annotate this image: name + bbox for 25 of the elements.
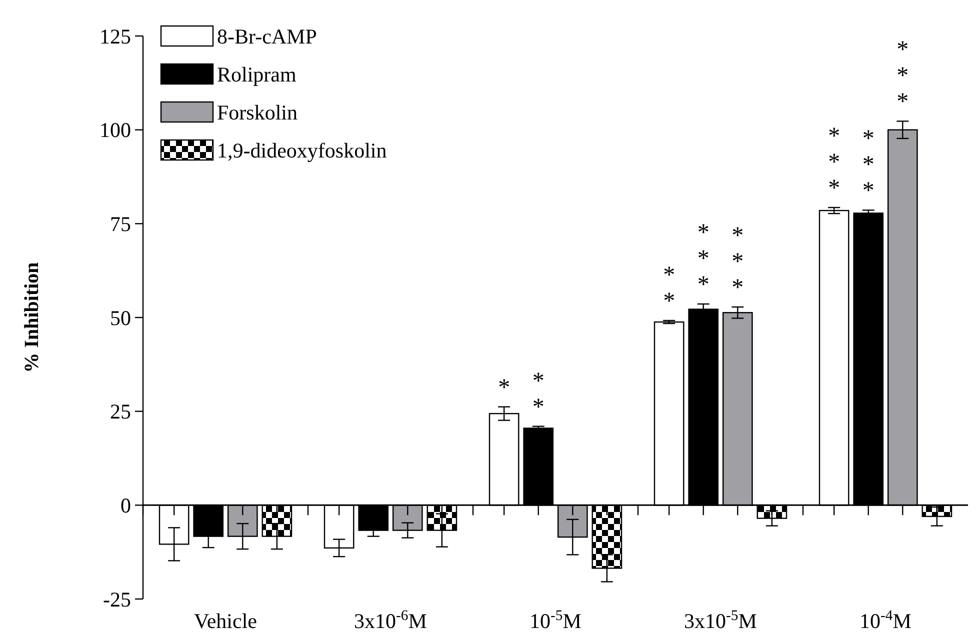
y-tick-label: 125 <box>100 24 131 48</box>
y-tick-label: 100 <box>100 118 131 142</box>
legend-label: Forskolin <box>217 100 298 124</box>
data-label: *** <box>732 222 744 301</box>
y-axis-title: % Inhibition <box>21 262 43 373</box>
data-label: *** <box>697 220 710 298</box>
legend-label: 8-Br-cAMP <box>217 24 317 48</box>
data-label: * <box>498 374 510 401</box>
x-tick-label: 3x10$^{-5}$M <box>684 608 758 633</box>
data-label: *** <box>896 37 909 116</box>
y-tick-label: -25 <box>103 587 131 612</box>
y-tick-label: 0 <box>120 494 131 518</box>
data-label: *** <box>862 126 874 204</box>
data-label: *** <box>828 124 840 202</box>
data-label: ** <box>532 368 544 420</box>
y-tick-label: 25 <box>110 400 131 424</box>
data-label: ** <box>663 262 676 315</box>
y-tick-label: 50 <box>110 306 131 330</box>
x-tick-label: 10$^{-4}$M <box>860 608 912 633</box>
legend-label: 1,9-dideoxyfoskolin <box>217 138 388 162</box>
y-tick-label: 75 <box>110 212 131 236</box>
x-tick-label: Vehicle <box>194 609 257 633</box>
legend-label: Rolipram <box>217 62 296 86</box>
x-tick-label: 10$^{-5}$M <box>530 608 582 633</box>
x-tick-label: 3x10$^{-6}$M <box>354 608 428 633</box>
